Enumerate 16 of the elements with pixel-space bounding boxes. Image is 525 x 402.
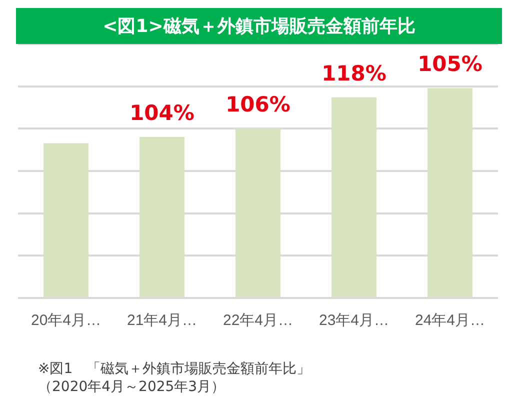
annotation: 104%	[130, 100, 194, 125]
chart-title: <図1>磁気＋外鎮市場販売金額前年比	[16, 8, 502, 44]
x-tick-label: 22年4月…	[222, 312, 294, 330]
x-tick-label: 24年4月…	[414, 312, 486, 330]
annotation: 106%	[226, 92, 290, 117]
bar	[332, 97, 376, 297]
text: 118%	[322, 61, 386, 86]
bar	[44, 143, 88, 297]
text: ※図1 「磁気＋外鎮市場販売金額前年比」（2020年4月～2025年3月）	[38, 360, 312, 396]
bar	[140, 136, 184, 297]
x-tick-label: 21年4月…	[126, 312, 198, 330]
text: 105%	[418, 52, 482, 76]
bar	[236, 128, 280, 297]
bar	[428, 88, 472, 297]
x-tick-label: 20年4月…	[30, 312, 102, 330]
x-tick-label: 23年4月…	[318, 312, 390, 330]
